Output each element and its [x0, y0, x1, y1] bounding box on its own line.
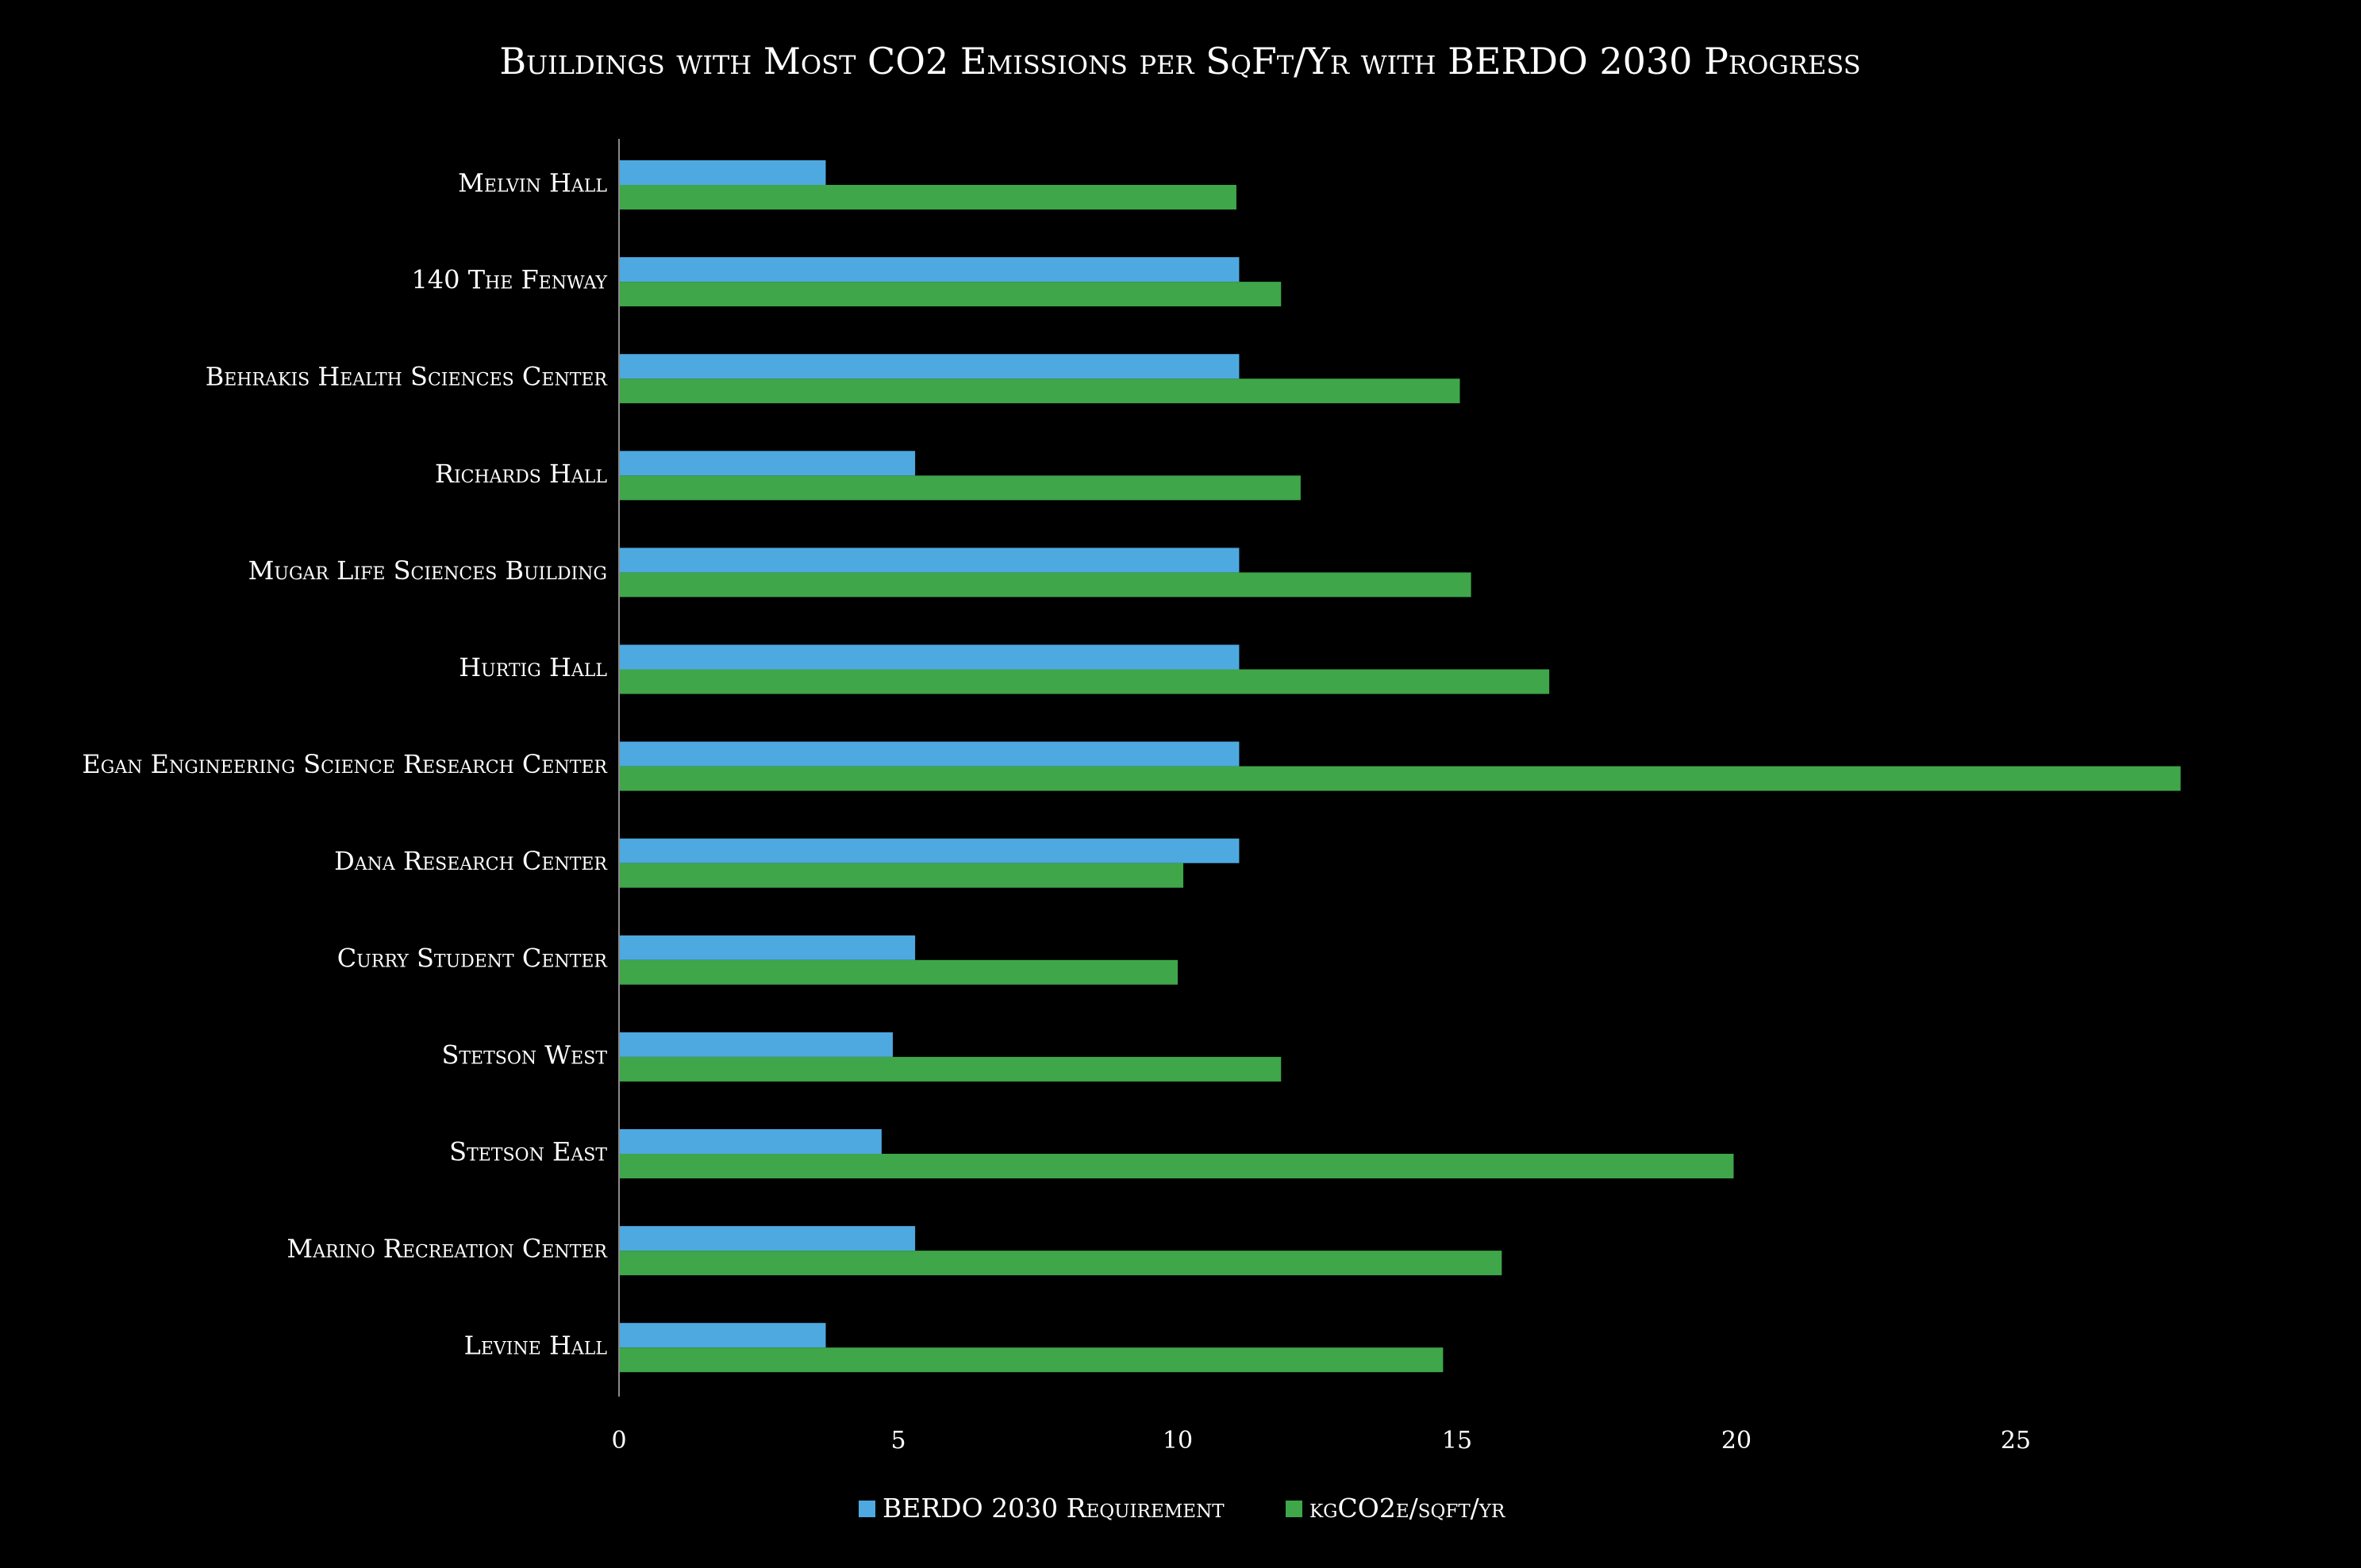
emissions-bar: [620, 1251, 1502, 1276]
berdo-requirement-bar: [620, 451, 916, 476]
berdo-requirement-bar: [620, 644, 1240, 670]
category-label: 140 The Fenway: [411, 265, 607, 295]
chart-title: Buildings with Most CO2 Emissions per Sq…: [499, 40, 1860, 83]
x-tick-label: 5: [890, 1427, 906, 1455]
category-label: Stetson East: [449, 1137, 607, 1167]
berdo-requirement-bar: [620, 1323, 826, 1348]
berdo-requirement-bar: [620, 1129, 882, 1154]
category-label: Mugar Life Sciences Building: [248, 555, 607, 586]
bars-layer: [620, 160, 2181, 1373]
category-label: Behrakis Health Sciences Center: [206, 362, 609, 392]
berdo-requirement-bar: [620, 741, 1240, 767]
emissions-bar: [620, 959, 1178, 985]
x-tick-label: 20: [1721, 1427, 1752, 1455]
emissions-bar: [620, 1154, 1734, 1178]
berdo-requirement-bar: [620, 257, 1240, 282]
emissions-bar: [620, 766, 2181, 791]
category-label: Dana Research Center: [334, 846, 608, 876]
category-label: Egan Engineering Science Research Center: [82, 749, 608, 779]
legend-swatch-emissions: [1286, 1501, 1302, 1517]
emissions-bar: [620, 379, 1460, 404]
berdo-requirement-bar: [620, 354, 1240, 379]
emissions-bar: [620, 185, 1236, 209]
category-label: Levine Hall: [464, 1331, 608, 1361]
x-tick-label: 10: [1163, 1427, 1193, 1455]
berdo-requirement-bar: [620, 935, 916, 960]
x-tick-label: 0: [611, 1427, 626, 1455]
category-label: Melvin Hall: [458, 168, 607, 198]
emissions-bar: [620, 475, 1301, 501]
emissions-bar: [620, 282, 1282, 307]
category-label: Richards Hall: [435, 459, 608, 489]
emissions-bar: [620, 572, 1471, 598]
category-label: Marino Recreation Center: [286, 1234, 608, 1264]
legend-swatch-berdo: [859, 1501, 875, 1517]
legend-label: BERDO 2030 Requirement: [882, 1493, 1225, 1524]
category-label: Stetson West: [441, 1040, 607, 1070]
legend: BERDO 2030 Requirement kgCO2e/sqft/yr: [859, 1493, 1505, 1524]
berdo-requirement-bar: [620, 1032, 893, 1057]
x-tick-label: 25: [2001, 1427, 2031, 1455]
category-label: Curry Student Center: [337, 943, 609, 973]
emissions-bar: [620, 863, 1184, 888]
x-axis-ticks: 0 5 10 15 20 25: [611, 1427, 2031, 1455]
x-tick-label: 15: [1442, 1427, 1472, 1455]
emissions-bar: [620, 1056, 1282, 1082]
legend-label: kgCO2e/sqft/yr: [1309, 1493, 1505, 1524]
berdo-requirement-bar: [620, 548, 1240, 573]
berdo-requirement-bar: [620, 838, 1240, 863]
berdo-requirement-bar: [620, 1226, 916, 1251]
emissions-bar: [620, 669, 1550, 694]
category-label: Hurtig Hall: [459, 652, 607, 682]
emissions-bar: [620, 1347, 1444, 1373]
category-labels: Melvin Hall 140 The Fenway Behrakis Health…: [82, 168, 608, 1361]
berdo-requirement-bar: [620, 160, 826, 185]
